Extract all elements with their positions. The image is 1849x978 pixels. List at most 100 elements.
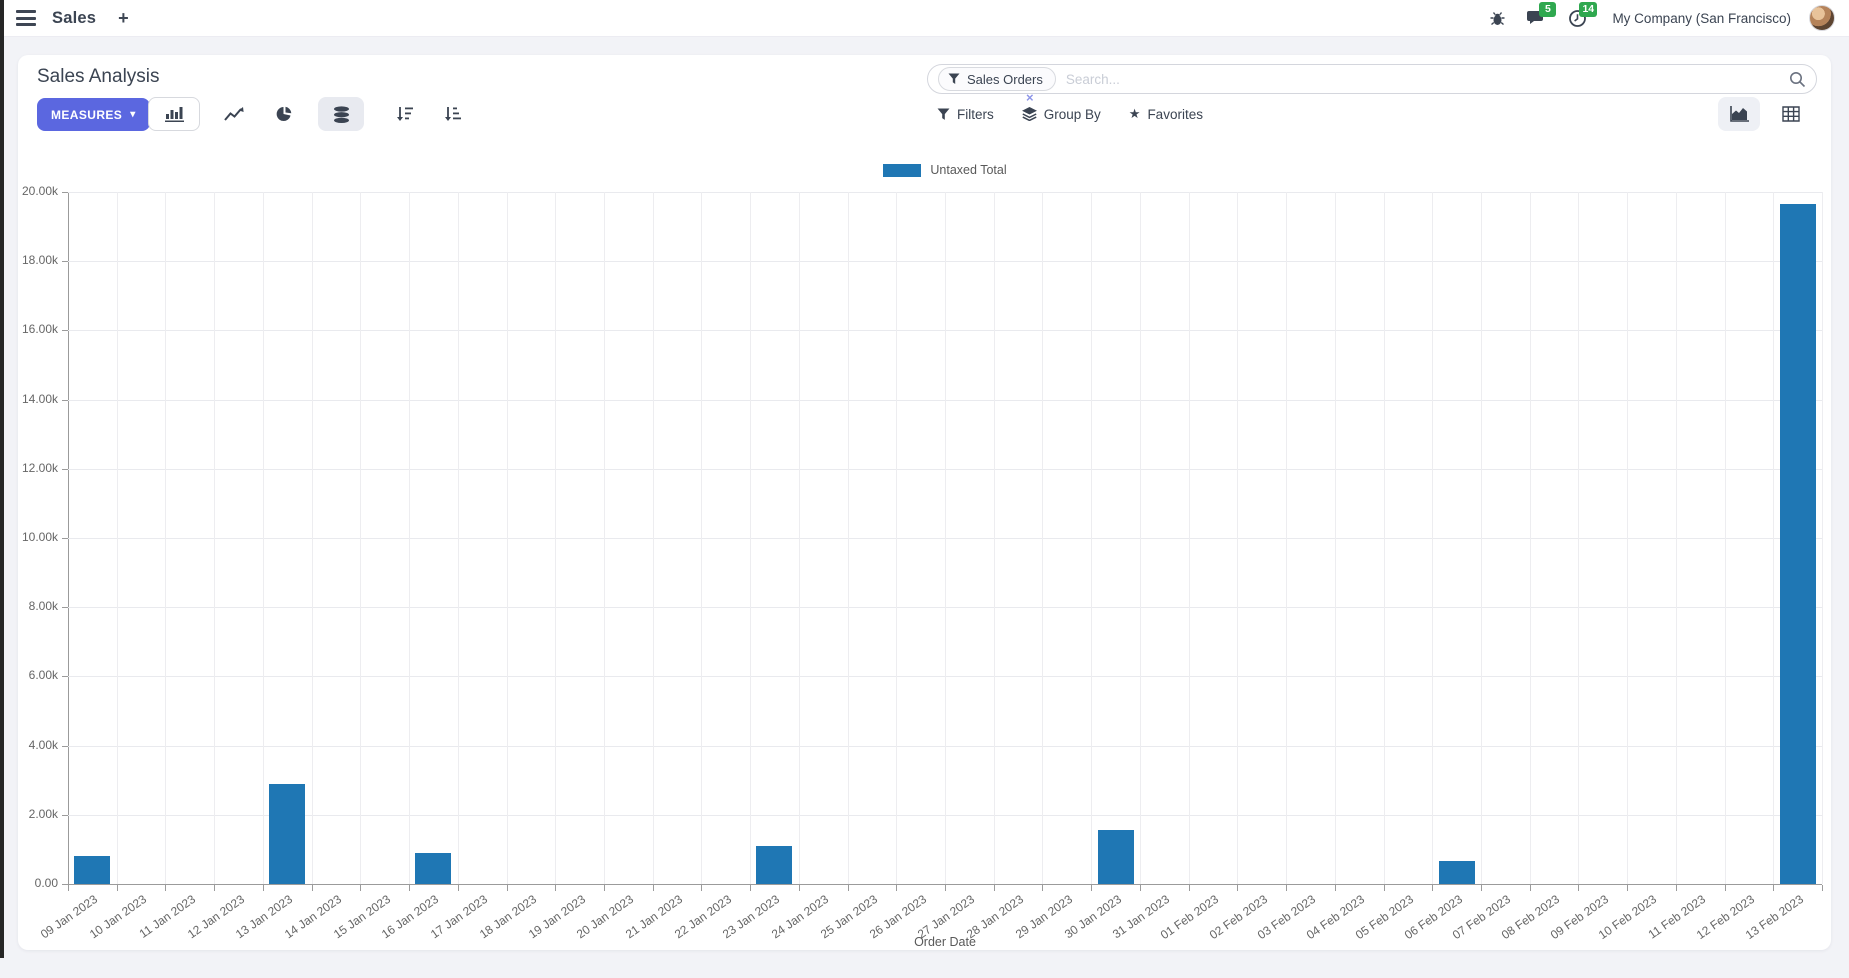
- activities-count-badge[interactable]: 14: [1579, 2, 1598, 17]
- gridline-vertical: [506, 192, 508, 884]
- x-tick-mark: [1432, 885, 1434, 891]
- x-tick-mark: [896, 885, 898, 891]
- apps-menu-icon[interactable]: [16, 10, 36, 26]
- page-title: Sales Analysis: [37, 66, 160, 87]
- x-tick-mark: [214, 885, 216, 891]
- y-tick-label: 4.00k: [28, 737, 58, 752]
- bar[interactable]: [74, 856, 111, 884]
- bar[interactable]: [415, 852, 452, 884]
- gridline-vertical: [1480, 192, 1482, 884]
- x-tick-mark: [750, 885, 752, 891]
- gridline-vertical: [1139, 192, 1141, 884]
- gridline-vertical: [1822, 192, 1823, 884]
- gridline-vertical: [457, 192, 459, 884]
- search-bar[interactable]: Sales Orders × Search...: [927, 64, 1817, 104]
- x-tick-mark: [945, 885, 946, 891]
- bar[interactable]: [1438, 860, 1475, 884]
- group-by-button[interactable]: Group By: [1021, 107, 1101, 122]
- sort-descending-button[interactable]: [384, 97, 424, 131]
- gridline-vertical: [1042, 192, 1044, 884]
- x-axis-line: [68, 884, 1822, 885]
- company-switcher[interactable]: My Company (San Francisco): [1612, 10, 1791, 26]
- x-tick-mark: [798, 885, 800, 891]
- search-input[interactable]: Search...: [1065, 71, 1120, 87]
- new-tab-button[interactable]: +: [118, 7, 129, 28]
- filters-button[interactable]: Filters: [937, 107, 994, 122]
- y-tick-mark: [62, 261, 68, 263]
- star-icon: ★: [1128, 106, 1141, 121]
- favorites-button[interactable]: ★ Favorites: [1128, 106, 1203, 122]
- layers-icon: [1021, 107, 1037, 121]
- stacked-toggle-button[interactable]: [318, 97, 364, 131]
- y-tick-label: 20.00k: [21, 184, 58, 198]
- y-tick-label: 12.00k: [21, 460, 58, 475]
- search-icon[interactable]: [1789, 71, 1806, 88]
- bar-chart-button[interactable]: [148, 97, 200, 131]
- bar[interactable]: [1097, 830, 1134, 884]
- x-tick-mark: [652, 885, 654, 891]
- gridline-vertical: [555, 192, 557, 884]
- debug-bug-icon[interactable]: [1486, 7, 1508, 29]
- activities-clock-icon[interactable]: 14: [1566, 2, 1598, 29]
- bar[interactable]: [269, 783, 306, 884]
- x-axis-title: Order Date: [914, 935, 976, 949]
- x-tick-mark: [1578, 885, 1580, 891]
- search-facet-sales-orders[interactable]: Sales Orders: [938, 67, 1056, 91]
- x-tick-mark: [457, 885, 459, 891]
- graph-view-button[interactable]: [1718, 97, 1760, 131]
- x-tick-mark: [555, 885, 557, 891]
- x-tick-mark: [116, 885, 118, 891]
- x-tick-mark: [409, 885, 411, 891]
- filter-funnel-icon: [937, 108, 950, 120]
- gridline-vertical: [750, 192, 752, 884]
- x-tick-mark: [1773, 885, 1775, 891]
- gridline-vertical: [1432, 192, 1434, 884]
- x-tick-mark: [1188, 885, 1190, 891]
- gridline-vertical: [1237, 192, 1239, 884]
- facet-remove-icon[interactable]: ×: [1026, 90, 1034, 105]
- search-facet-label: Sales Orders: [967, 71, 1043, 87]
- x-tick-mark: [311, 885, 313, 891]
- app-name[interactable]: Sales: [52, 8, 97, 27]
- screen-left-edge: [0, 0, 4, 958]
- top-navbar: Sales + 5 14: [0, 0, 1849, 37]
- y-tick-mark: [62, 468, 68, 470]
- sort-ascending-button[interactable]: [432, 97, 472, 131]
- messages-icon[interactable]: 5: [1526, 2, 1557, 29]
- gridline-vertical: [1091, 192, 1093, 884]
- y-tick-label: 8.00k: [28, 599, 58, 614]
- measures-button[interactable]: MEASURES ▾: [37, 98, 150, 131]
- bar[interactable]: [756, 845, 793, 884]
- gridline-vertical: [1334, 192, 1336, 884]
- gridline-vertical: [1724, 192, 1726, 884]
- view-container: Sales Analysis Sales Orders × Search... …: [18, 55, 1831, 950]
- x-tick-mark: [506, 885, 508, 891]
- x-tick-mark: [1286, 885, 1288, 891]
- line-chart-button[interactable]: [212, 97, 256, 131]
- x-tick-mark: [1334, 885, 1336, 891]
- gridline-vertical: [1529, 192, 1531, 884]
- view-switcher: [1718, 97, 1812, 131]
- gridline-vertical: [896, 192, 898, 884]
- y-tick-mark: [62, 538, 68, 539]
- x-tick-mark: [262, 885, 264, 891]
- y-tick-mark: [62, 814, 68, 816]
- y-tick-label: 14.00k: [21, 391, 58, 406]
- user-avatar[interactable]: [1809, 5, 1835, 31]
- gridline-vertical: [311, 192, 313, 884]
- gridline-vertical: [993, 192, 995, 884]
- y-tick-mark: [62, 607, 68, 609]
- y-tick-mark: [62, 676, 68, 678]
- bar[interactable]: [1779, 204, 1816, 884]
- x-tick-mark: [1139, 885, 1141, 891]
- pivot-view-button[interactable]: [1770, 97, 1812, 131]
- chart-legend[interactable]: Untaxed Total: [68, 163, 1822, 177]
- gridline-vertical: [652, 192, 654, 884]
- x-tick-mark: [1042, 885, 1044, 891]
- gridline-vertical: [1773, 192, 1775, 884]
- gridline-vertical: [1627, 192, 1629, 884]
- y-tick-label: 18.00k: [21, 253, 58, 268]
- x-tick-mark: [603, 885, 605, 891]
- pie-chart-button[interactable]: [262, 97, 306, 131]
- messages-count-badge[interactable]: 5: [1539, 2, 1557, 17]
